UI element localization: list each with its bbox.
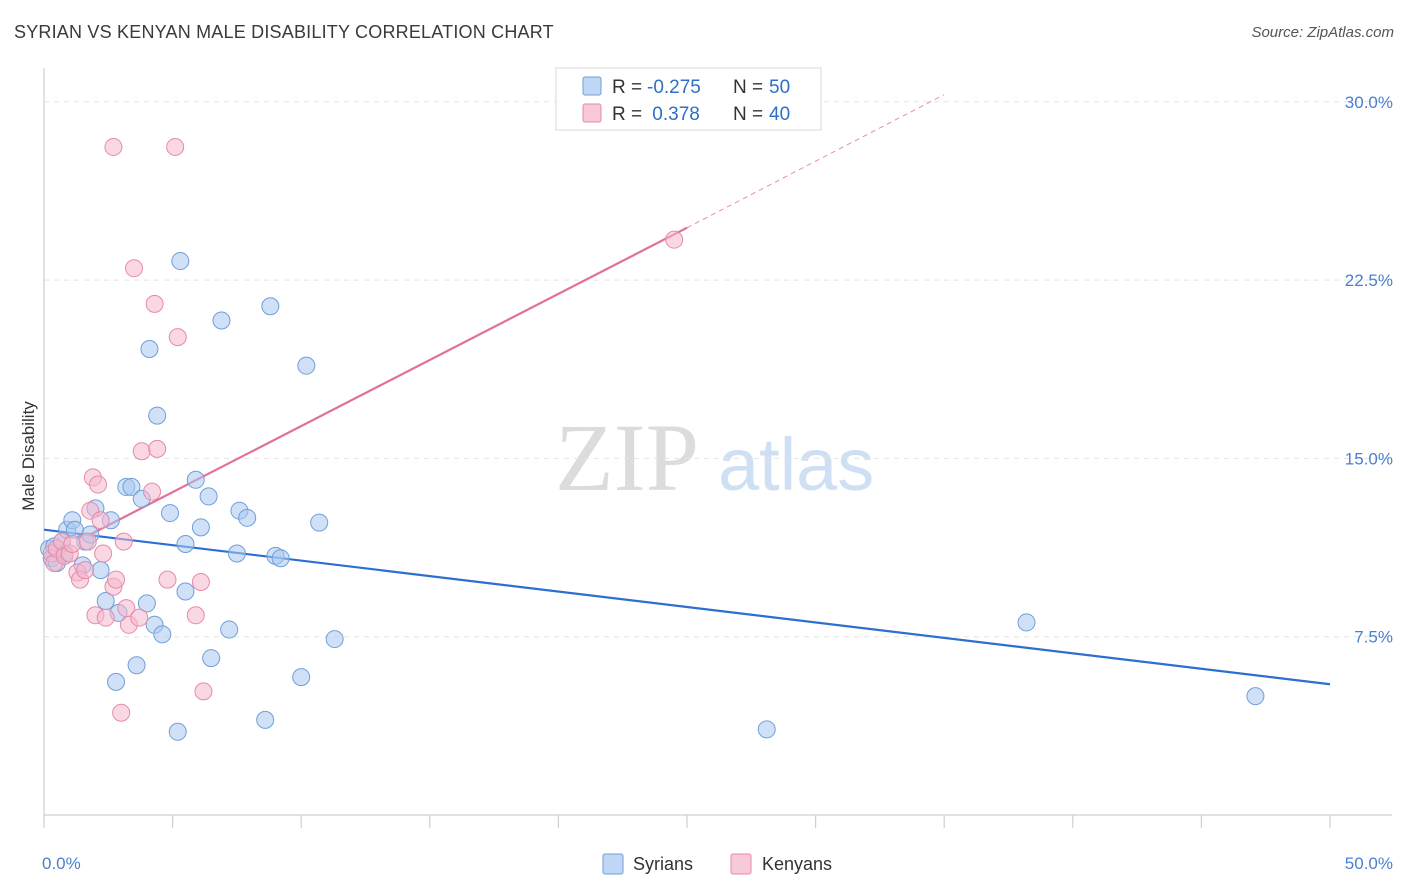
syrian-point-32 <box>186 470 205 489</box>
legend-kenyans-n-value: 40 <box>769 104 790 125</box>
syrian-point-20 <box>127 656 146 675</box>
kenyan-point-29 <box>145 294 164 313</box>
y-tick-label-1: 15.0% <box>1345 449 1393 468</box>
kenyan-point-36 <box>194 682 213 701</box>
syrian-point-31 <box>176 582 195 601</box>
syrian-point-22 <box>137 594 156 613</box>
syrian-point-13 <box>91 561 110 580</box>
syrian-point-34 <box>199 487 218 506</box>
kenyan-point-6 <box>63 534 82 553</box>
trend-lines <box>43 94 1331 686</box>
kenyan-point-26 <box>130 608 149 627</box>
correlation-legend: R = -0.275 N = 50 R = 0.378 N = 40 <box>555 67 822 131</box>
syrian-point-33 <box>191 518 210 537</box>
legend-syrians-r-label: R = <box>612 77 642 98</box>
syrian-point-29 <box>171 252 190 271</box>
series-legend-label-kenyans: Kenyans <box>762 854 832 874</box>
kenyan-trend-extension <box>686 94 945 229</box>
legend-kenyans-r-label: R = <box>612 104 642 125</box>
syrian-point-26 <box>153 625 172 644</box>
y-tick-label-3: 30.0% <box>1345 93 1393 112</box>
legend-syrians-r-value: -0.275 <box>647 77 701 98</box>
series-legend: Syrians Kenyans <box>602 853 832 875</box>
syrian-point-38 <box>227 544 246 563</box>
kenyan-point-33 <box>168 328 187 347</box>
syrian-point-45 <box>292 668 311 687</box>
data-points <box>40 137 1265 741</box>
legend-kenyans-r-value: 0.378 <box>647 104 700 125</box>
kenyan-point-34 <box>186 606 205 625</box>
syrian-point-48 <box>325 630 344 649</box>
legend-swatch-syrians <box>582 76 602 96</box>
y-tick-label-2: 22.5% <box>1345 271 1393 290</box>
kenyan-point-9 <box>76 561 95 580</box>
syrian-point-44 <box>271 549 290 568</box>
syrian-point-51 <box>1246 687 1265 706</box>
syrian-point-47 <box>310 513 329 532</box>
gridlines <box>44 101 1392 638</box>
syrian-trend-line <box>43 528 1331 686</box>
kenyan-point-21 <box>112 703 131 722</box>
syrian-point-50 <box>1017 613 1036 632</box>
series-legend-label-syrians: Syrians <box>633 854 693 874</box>
kenyan-point-35 <box>191 573 210 592</box>
tick-labels: 7.5% 15.0% 22.5% 30.0% 0.0% 50.0% <box>42 93 1393 873</box>
chart-title: SYRIAN VS KENYAN MALE DISABILITY CORRELA… <box>14 22 554 42</box>
kenyan-point-22 <box>114 532 133 551</box>
syrian-point-28 <box>168 722 187 741</box>
syrian-point-49 <box>757 720 776 739</box>
kenyan-point-28 <box>143 482 162 501</box>
syrian-point-23 <box>140 340 159 359</box>
kenyan-point-18 <box>104 137 123 156</box>
x-tick-label-1: 50.0% <box>1345 854 1393 873</box>
syrian-point-37 <box>220 620 239 639</box>
kenyan-point-30 <box>148 439 167 458</box>
kenyan-point-16 <box>94 544 113 563</box>
syrian-point-30 <box>176 534 195 553</box>
syrian-point-16 <box>107 672 126 691</box>
syrian-point-46 <box>297 356 316 375</box>
kenyan-point-31 <box>158 570 177 589</box>
legend-kenyans-n-label: N = <box>733 104 763 125</box>
source-label: Source: ZipAtlas.com <box>1251 24 1394 41</box>
kenyan-point-10 <box>78 532 97 551</box>
y-axis-title: Male Disability <box>19 401 38 511</box>
syrian-point-19 <box>122 477 141 496</box>
kenyan-point-32 <box>166 137 185 156</box>
syrian-point-36 <box>212 311 231 330</box>
series-legend-swatch-kenyans <box>730 853 752 875</box>
syrian-point-27 <box>161 504 180 523</box>
syrian-point-41 <box>256 710 275 729</box>
watermark-zip: ZIP <box>555 404 699 511</box>
y-tick-label-0: 7.5% <box>1354 628 1393 647</box>
syrian-point-25 <box>148 406 167 425</box>
kenyan-point-20 <box>107 570 126 589</box>
kenyan-point-25 <box>125 259 144 278</box>
series-legend-swatch-syrians <box>602 853 624 875</box>
legend-syrians-n-label: N = <box>733 77 763 98</box>
kenyan-point-14 <box>89 475 108 494</box>
axes <box>43 68 1392 828</box>
kenyan-point-37 <box>665 230 684 249</box>
kenyan-point-27 <box>132 442 151 461</box>
kenyan-point-15 <box>91 511 110 530</box>
syrian-point-40 <box>238 508 257 527</box>
syrian-point-35 <box>202 649 221 668</box>
legend-swatch-kenyans <box>582 103 602 123</box>
legend-syrians-n-value: 50 <box>769 77 790 98</box>
watermark-atlas: atlas <box>718 423 874 506</box>
kenyan-point-17 <box>96 608 115 627</box>
x-tick-label-0: 0.0% <box>42 854 81 873</box>
syrian-point-42 <box>261 297 280 316</box>
